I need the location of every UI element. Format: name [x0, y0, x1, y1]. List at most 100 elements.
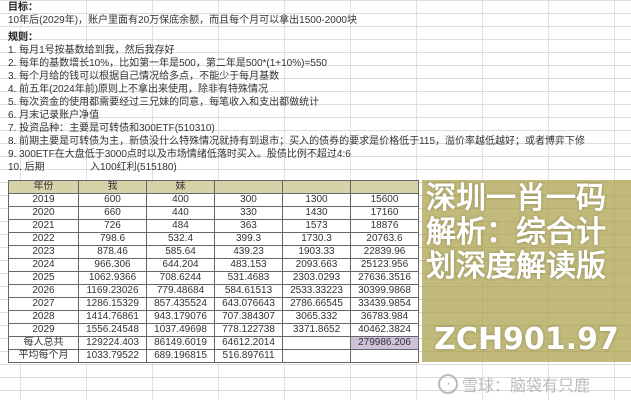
table-cell: 644.204 — [146, 258, 215, 272]
rule-item: 2. 每年的基数增长10%，比如第一年是500，第二年是500*(1+10%)=… — [8, 58, 327, 69]
table-cell: 3065.332 — [282, 310, 351, 324]
table-cell: 483.153 — [214, 258, 283, 272]
table-cell: 2023 — [8, 245, 79, 259]
table-cell: 778.122738 — [214, 323, 283, 337]
table-cell: 1286.15329 — [78, 297, 147, 311]
table-row: 2022 798.6 532.4 399.3 1730.3 20763.6 — [8, 232, 419, 246]
table-cell: 36783.984 — [350, 310, 419, 324]
table-cell: 878.46 — [78, 245, 147, 259]
table-row: 平均每个月 1033.79522 689.196815 516.897611 — [8, 349, 419, 363]
rule-item: 9. 300ETF在大盘低于3000点时以及市场情绪低落时买入。股债比例不超过4… — [8, 149, 351, 160]
table-cell: 20763.6 — [350, 232, 419, 246]
table-cell: 531.4683 — [214, 271, 283, 285]
table-cell: 40462.3824 — [350, 323, 419, 337]
table-cell: 439.23 — [214, 245, 283, 259]
table-cell — [350, 349, 419, 363]
table-row: 2027 1286.15329 857.435524 643.076643 2786.6… — [8, 297, 419, 311]
banner-title: 深圳一肖一码解析：综合计划深度解读版 — [426, 181, 606, 284]
table-cell: 1556.24548 — [78, 323, 147, 337]
table-cell: 1730.3 — [282, 232, 351, 246]
table-cell: 1414.76861 — [78, 310, 147, 324]
table-cell: 2029 — [8, 323, 79, 337]
table-cell: 585.64 — [146, 245, 215, 259]
table-cell: 440 — [146, 206, 215, 220]
table-cell: 1300 — [282, 193, 351, 207]
table-cell: 2786.66545 — [282, 297, 351, 311]
table-cell: 2303.0293 — [282, 271, 351, 285]
table-cell: 2026 — [8, 284, 79, 298]
table-cell: 708.6244 — [146, 271, 215, 285]
table-cell: 2019 — [8, 193, 79, 207]
rule-item: 5. 每次资金的使用都需要经过三兄妹的同意，每笔收入和支出都做统计 — [8, 97, 320, 108]
table-cell: 1903.33 — [282, 245, 351, 259]
table-cell — [350, 180, 419, 194]
table-cell: 86149.6019 — [146, 336, 215, 350]
table-row: 2029 1556.24548 1037.49698 778.122738 3371.8… — [8, 323, 419, 337]
table-cell: 3371.8652 — [282, 323, 351, 337]
table-cell: 943.179076 — [146, 310, 215, 324]
watermark-text: 雪球：脑袋有只鹿 — [462, 378, 591, 395]
table-cell — [282, 180, 351, 194]
table-row: 年份我妹 — [8, 180, 419, 194]
table-cell: 584.61513 — [214, 284, 283, 298]
table-cell: 2533.33223 — [282, 284, 351, 298]
table-cell: 年份 — [8, 180, 79, 194]
table-cell: 279986.206 — [350, 336, 419, 350]
table-row: 2020 660 440 330 1430 17160 — [8, 206, 419, 220]
table-cell: 726 — [78, 219, 147, 233]
table-cell: 2028 — [8, 310, 79, 324]
table-cell: 2025 — [8, 271, 79, 285]
table-cell: 每人总共 — [8, 336, 79, 350]
table-row: 2025 1062.9366 708.6244 531.4683 2303.0293 27… — [8, 271, 419, 285]
table-cell: 1169.23026 — [78, 284, 147, 298]
table-cell: 643.076643 — [214, 297, 283, 311]
table-cell: 2020 — [8, 206, 79, 220]
table-cell: 484 — [146, 219, 215, 233]
table-cell: 22839.96 — [350, 245, 419, 259]
table-row: 2026 1169.23026 779.48684 584.61513 2533.332… — [8, 284, 419, 298]
savings-table: 年份我妹 2019 600 400 300 1300 15600 2020 660 440 330 1… — [8, 180, 419, 363]
table-cell: 516.897611 — [214, 349, 283, 363]
table-row: 每人总共 129224.403 86149.6019 64612.2014 279986… — [8, 336, 419, 350]
table-cell: 689.196815 — [146, 349, 215, 363]
table-cell: 779.48684 — [146, 284, 215, 298]
table-cell: 平均每个月 — [8, 349, 79, 363]
snowball-logo-icon: ◔ — [438, 374, 458, 394]
table-cell: 25123.956 — [350, 258, 419, 272]
table-cell: 我 — [78, 180, 147, 194]
table-cell: 1573 — [282, 219, 351, 233]
banner-subtitle: ZCH901.97 — [434, 322, 619, 357]
table-row: 2023 878.46 585.64 439.23 1903.33 22839.96 — [8, 245, 419, 259]
table-cell: 1037.49698 — [146, 323, 215, 337]
goal-heading: 目标： — [8, 2, 38, 13]
table-cell: 330 — [214, 206, 283, 220]
rule-item: 4. 前五年(2024年前)原则上不拿出来使用，除非有特殊情况 — [8, 84, 269, 95]
table-cell: 300 — [214, 193, 283, 207]
table-cell: 27636.3516 — [350, 271, 419, 285]
table-cell: 532.4 — [146, 232, 215, 246]
table-cell: 2022 — [8, 232, 79, 246]
table-cell: 15600 — [350, 193, 419, 207]
table-cell: 600 — [78, 193, 147, 207]
rule-item: 7. 投资品种：主要是可转债和300ETF(510310) — [8, 123, 215, 134]
table-cell: 966.306 — [78, 258, 147, 272]
table-row: 2028 1414.76861 943.179076 707.384307 3065.3… — [8, 310, 419, 324]
table-cell: 399.3 — [214, 232, 283, 246]
table-cell: 2024 — [8, 258, 79, 272]
table-cell: 1430 — [282, 206, 351, 220]
title-banner — [422, 180, 631, 362]
table-cell: 17160 — [350, 206, 419, 220]
table-cell: 2093.663 — [282, 258, 351, 272]
table-cell: 363 — [214, 219, 283, 233]
rule-item: 1. 每月1号按基数给到我，然后我存好 — [8, 45, 175, 56]
table-cell — [214, 180, 283, 194]
table-cell: 18876 — [350, 219, 419, 233]
table-cell: 妹 — [146, 180, 215, 194]
table-cell: 64612.2014 — [214, 336, 283, 350]
table-cell: 1033.79522 — [78, 349, 147, 363]
table-cell: 400 — [146, 193, 215, 207]
table-cell: 707.384307 — [214, 310, 283, 324]
table-cell: 798.6 — [78, 232, 147, 246]
table-cell — [282, 349, 351, 363]
table-row: 2024 966.306 644.204 483.153 2093.663 25123.9… — [8, 258, 419, 272]
